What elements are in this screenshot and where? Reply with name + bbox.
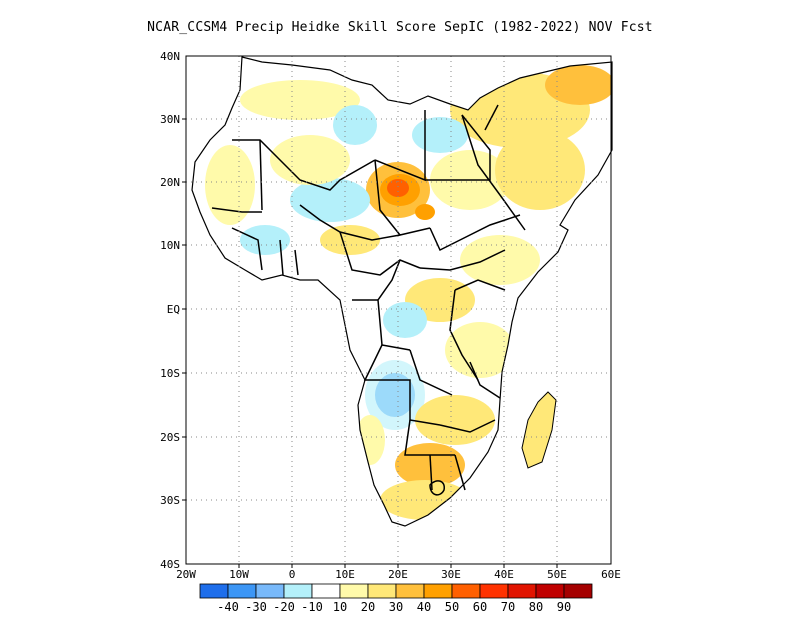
lon-tick-label: 40E [494,568,514,581]
lon-tick-label: 50E [547,568,567,581]
lat-tick-label: 30N [160,113,180,126]
lon-tick-label: 60E [601,568,621,581]
colorbar-swatch [227,583,257,599]
colorbar-label: 90 [557,600,571,614]
lon-tick-label: 10E [335,568,355,581]
colorbar [199,583,593,599]
colorbar-swatch [395,583,425,599]
lon-tick-label: 20E [388,568,408,581]
map-title: NCAR_CCSM4 Precip Heidke Skill Score Sep… [147,20,653,35]
colorbar-swatch [507,583,537,599]
colorbar-swatch [479,583,509,599]
colorbar-label: -20 [273,600,295,614]
colorbar-swatch [199,583,229,599]
lat-tick-label: 20S [160,431,180,444]
colorbar-swatch [339,583,369,599]
colorbar-labels: -40 -30 -20 -10 10 20 30 40 50 60 70 80 … [217,600,571,614]
lon-axis-labels: 20W 10W 0 10E 20E 30E 40E 50E 60E [176,568,621,581]
lat-tick-label: 40S [160,558,180,571]
colorbar-swatch [311,583,341,599]
lon-tick-label: 20W [176,568,196,581]
land-area [192,57,612,526]
lon-tick-label: 30E [441,568,461,581]
lon-tick-label: 0 [289,568,296,581]
lat-axis-labels: 40N 30N 20N 10N EQ 10S 20S 30S 40S [160,50,180,571]
gridlines [186,56,611,564]
country-borders [211,104,526,496]
colorbar-label: 10 [333,600,347,614]
colorbar-label: 20 [361,600,375,614]
colorbar-label: -40 [217,600,239,614]
madagascar-landmass [521,391,557,469]
lat-tick-label: 30S [160,494,180,507]
lat-tick-label: 20N [160,176,180,189]
colorbar-label: 60 [473,600,487,614]
tick-marks [182,118,558,568]
colorbar-label: 80 [529,600,543,614]
lat-tick-label: EQ [167,303,180,316]
colorbar-swatch [451,583,481,599]
colorbar-label: 50 [445,600,459,614]
colorbar-label: 70 [501,600,515,614]
lon-tick-label: 10W [229,568,249,581]
colorbar-swatch [255,583,285,599]
colorbar-label: -10 [301,600,323,614]
colorbar-swatch [535,583,565,599]
colorbar-swatch [367,583,397,599]
lat-tick-label: 40N [160,50,180,63]
colorbar-swatch [563,583,593,599]
colorbar-label: 40 [417,600,431,614]
colorbar-label: -30 [245,600,267,614]
colorbar-swatch [283,583,313,599]
lat-tick-label: 10N [160,239,180,252]
colorbar-swatch [423,583,453,599]
lat-tick-label: 10S [160,367,180,380]
colorbar-label: 30 [389,600,403,614]
